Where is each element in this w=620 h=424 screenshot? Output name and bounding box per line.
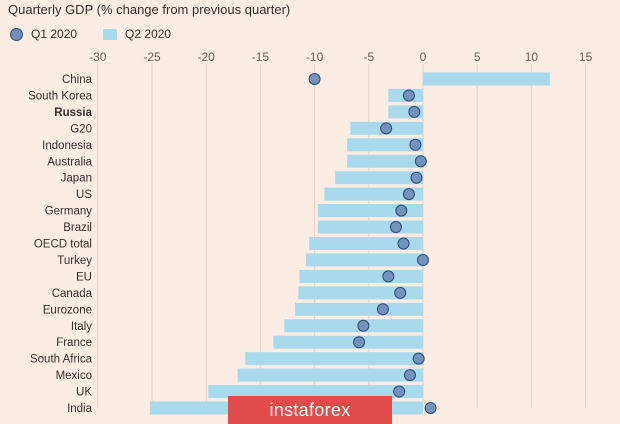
q1-dot bbox=[382, 270, 395, 283]
category-label: Turkey bbox=[57, 255, 92, 267]
q1-dot bbox=[408, 105, 421, 118]
category-label: G20 bbox=[70, 123, 92, 135]
q1-dot bbox=[357, 319, 370, 332]
x-tick-label: 0 bbox=[420, 50, 427, 64]
x-tick-label: 5 bbox=[474, 50, 481, 64]
q1-dot bbox=[394, 286, 407, 299]
q2-bar bbox=[347, 138, 423, 152]
category-label: US bbox=[76, 189, 92, 201]
legend-item-q2: Q2 2020 bbox=[103, 27, 171, 41]
category-label: UK bbox=[76, 387, 92, 399]
x-tick-label: 10 bbox=[525, 50, 539, 64]
q2-bar bbox=[317, 220, 423, 234]
category-label: EU bbox=[76, 271, 92, 283]
q2-bar bbox=[335, 171, 423, 185]
x-tick-label: -20 bbox=[198, 50, 216, 64]
category-label: Canada bbox=[52, 288, 93, 300]
category-label: Australia bbox=[47, 156, 92, 168]
q2-bar bbox=[298, 286, 423, 300]
q1-dot bbox=[380, 122, 393, 135]
q2-bar bbox=[423, 72, 550, 86]
category-label: South Korea bbox=[28, 90, 93, 102]
q1-dot bbox=[376, 303, 389, 316]
q1-dot bbox=[414, 155, 427, 168]
category-label: OECD total bbox=[34, 239, 92, 251]
category-label: Eurozone bbox=[43, 304, 92, 316]
legend-dot-swatch bbox=[10, 27, 23, 41]
q1-dot bbox=[353, 336, 366, 349]
q2-bar bbox=[273, 335, 423, 349]
q1-dot bbox=[402, 188, 415, 201]
q2-bar bbox=[347, 154, 423, 168]
category-label: Mexico bbox=[56, 370, 92, 382]
q1-dot bbox=[402, 89, 415, 102]
x-tick-label: -25 bbox=[143, 50, 161, 64]
legend-item-q1: Q1 2020 bbox=[10, 27, 77, 41]
legend-bar-swatch bbox=[103, 28, 118, 40]
q1-dot bbox=[417, 253, 429, 266]
category-label: Indonesia bbox=[42, 140, 92, 152]
q2-bar bbox=[305, 253, 423, 267]
x-tick-label: -15 bbox=[252, 50, 270, 64]
q1-dot bbox=[424, 402, 437, 414]
watermark-logo: instaforex bbox=[228, 396, 392, 424]
category-label: China bbox=[62, 74, 93, 86]
category-label: Germany bbox=[45, 206, 93, 218]
legend-label-q1: Q1 2020 bbox=[31, 27, 78, 41]
q1-dot bbox=[393, 385, 406, 398]
q1-dot bbox=[389, 221, 402, 234]
q1-dot bbox=[403, 369, 416, 382]
x-tick-label: -5 bbox=[363, 50, 374, 64]
q1-dot bbox=[308, 73, 321, 85]
q2-bar bbox=[324, 187, 423, 201]
q1-dot bbox=[395, 204, 408, 217]
q1-dot bbox=[412, 352, 425, 365]
q2-bar bbox=[295, 302, 423, 316]
legend-label-q2: Q2 2020 bbox=[125, 27, 172, 41]
q2-bar bbox=[208, 385, 423, 399]
x-tick-label: -30 bbox=[89, 50, 107, 64]
q1-dot bbox=[397, 237, 410, 250]
category-label: Italy bbox=[71, 321, 92, 333]
category-label: India bbox=[67, 403, 93, 415]
category-label: Brazil bbox=[63, 222, 92, 234]
q2-bar bbox=[237, 368, 423, 382]
q1-dot bbox=[410, 171, 423, 184]
q2-bar bbox=[309, 237, 423, 250]
chart-title: Quarterly GDP (% change from previous qu… bbox=[8, 2, 291, 17]
q1-dot bbox=[409, 138, 422, 151]
q2-bar bbox=[299, 269, 423, 283]
category-label: Russia bbox=[54, 107, 92, 119]
q2-bar bbox=[245, 352, 423, 366]
legend: Q1 2020 Q2 2020 bbox=[10, 27, 197, 41]
category-label: France bbox=[56, 337, 92, 349]
category-label: Japan bbox=[61, 173, 92, 185]
x-tick-label: 15 bbox=[579, 50, 593, 64]
q2-bar bbox=[284, 319, 423, 333]
x-tick-label: -10 bbox=[306, 50, 324, 64]
category-label: South Africa bbox=[30, 354, 93, 366]
